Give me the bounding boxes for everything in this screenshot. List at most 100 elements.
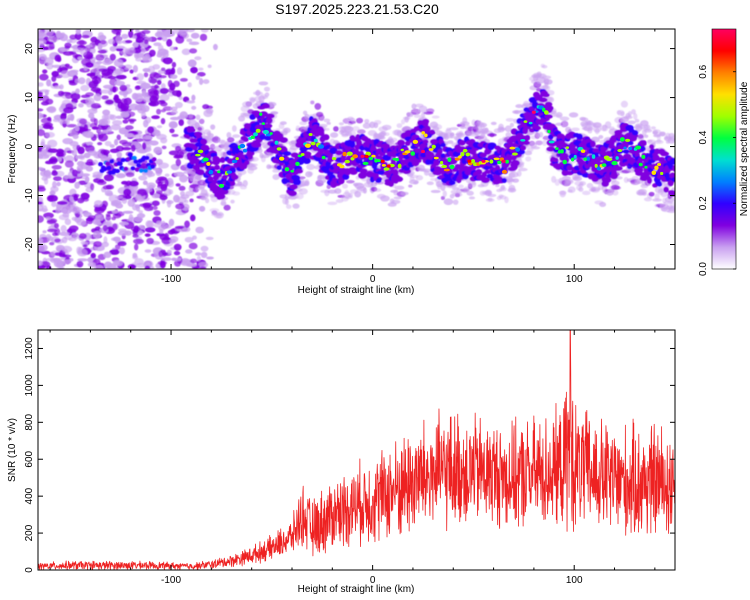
spectrogram-noise-blob — [171, 133, 179, 138]
spectrogram-core-blob — [644, 165, 648, 169]
spectrogram-noise-blob — [160, 117, 166, 125]
spectrogram-noise-blob — [62, 212, 70, 218]
spectrogram-band-blob — [545, 105, 554, 112]
spectrogram-band-blob — [189, 138, 199, 143]
spectrogram-band-blob — [501, 177, 507, 184]
spectrogram-noise-blob — [178, 29, 189, 32]
spectrogram-noise-blob — [117, 241, 127, 247]
spectrogram-noise-blob — [171, 90, 182, 97]
spectrogram-noise-blob — [135, 93, 144, 97]
spectrogram-halo-blob — [304, 179, 310, 186]
spectrogram-noise-blob — [66, 124, 78, 128]
spectrogram-halo-blob — [364, 118, 370, 124]
spectrogram-noise-blob — [121, 147, 132, 151]
spectrogram-noise-blob — [109, 144, 115, 148]
spectrogram-noise-blob — [38, 260, 43, 266]
spectrogram-band-blob — [437, 148, 443, 155]
spectrogram-core-blob — [465, 152, 471, 157]
spectrogram-core-blob — [623, 146, 627, 150]
spectrogram-noise-blob — [108, 194, 119, 203]
spectrogram-core-blob — [226, 170, 233, 174]
spectrogram-noise-blob — [198, 67, 204, 71]
spectrogram-halo-blob — [499, 127, 507, 131]
spectrogram-band-blob — [510, 159, 520, 167]
spectrogram-noise-blob — [87, 150, 98, 156]
spectrogram-noise-blob — [115, 45, 125, 49]
spectrogram-halo-blob — [357, 129, 366, 134]
spectrogram-noise-blob — [76, 260, 84, 268]
spectrogram-halo-blob — [541, 64, 548, 69]
spectrogram-noise-blob — [156, 125, 163, 129]
spectrogram-noise-blob — [124, 125, 134, 130]
spectrogram-halo-blob — [186, 119, 192, 125]
spectrogram-core-blob — [279, 156, 285, 161]
spectrogram-band-blob — [303, 157, 311, 165]
spectrogram-noise-blob — [115, 203, 124, 209]
spectrogram-noise-blob — [166, 200, 174, 205]
spectrogram-halo-blob — [362, 122, 371, 129]
spectrogram-noise-blob — [42, 46, 49, 51]
spectrogram-halo-blob — [432, 124, 443, 130]
spectrogram-noise-blob — [64, 45, 71, 49]
spectrogram-halo-blob — [209, 208, 220, 213]
spectrogram-halo-blob — [323, 118, 331, 123]
spectrogram-core-blob — [447, 157, 452, 163]
spectrogram-noise-blob — [148, 102, 157, 106]
spectrogram-noise-blob — [206, 256, 214, 260]
spectrogram-noise-blob — [203, 109, 213, 118]
spectrogram-noise-blob — [121, 33, 129, 40]
spectrogram-halo-blob — [352, 120, 357, 124]
spectrogram-noise-blob — [86, 72, 96, 77]
spectrogram-core-blob — [601, 163, 607, 167]
spectrogram-noise-blob — [189, 48, 198, 54]
spectrogram-noise-blob — [38, 82, 44, 87]
spectrogram-noise-blob — [85, 61, 94, 68]
spectrogram-noise-blob — [169, 128, 175, 134]
spectrogram-halo-blob — [408, 184, 413, 188]
spectrogram-band-blob — [133, 159, 139, 164]
spectrogram-halo-blob — [250, 163, 258, 167]
spectrogram-noise-blob — [42, 69, 48, 74]
spectrogram-noise-blob — [49, 241, 55, 246]
spectrogram-noise-blob — [128, 214, 134, 222]
spectrogram-noise-blob — [205, 236, 214, 241]
spectrogram-noise-blob — [46, 236, 54, 242]
spectrogram-noise-blob — [200, 29, 209, 33]
spectrogram-band-blob — [282, 151, 292, 156]
spectrogram-noise-blob — [180, 190, 186, 197]
spectrogram-halo-blob — [413, 180, 419, 185]
spectrogram-noise-blob — [112, 212, 122, 219]
spectrogram-core-blob — [547, 129, 551, 134]
spectrogram-halo-blob — [324, 127, 330, 131]
spectrogram-halo-blob — [580, 117, 589, 122]
spectrogram-halo-blob — [223, 204, 231, 211]
spectrogram-noise-blob — [76, 144, 81, 152]
spectrogram-noise-blob — [206, 105, 213, 110]
spectrogram-halo-blob — [346, 179, 355, 184]
spectrogram-noise-blob — [132, 255, 139, 260]
spectrogram-noise-blob — [184, 236, 194, 243]
spectrogram-band-blob — [359, 168, 368, 174]
spectrogram-noise-blob — [38, 38, 47, 46]
spectrogram-noise-blob — [134, 85, 141, 91]
spectrogram-noise-blob — [200, 251, 208, 259]
spectrogram-halo-blob — [342, 183, 348, 189]
spectrogram-halo-blob — [487, 197, 493, 202]
spectrogram-noise-blob — [76, 40, 87, 46]
spectrogram-halo-blob — [307, 171, 314, 176]
spectrogram-core-blob — [562, 159, 568, 165]
spectrogram-band-blob — [523, 140, 530, 146]
spectrogram-noise-blob — [116, 151, 123, 158]
spectrogram-noise-blob — [112, 86, 117, 93]
spectrogram-noise-blob — [160, 109, 166, 113]
spectrogram-band-blob — [546, 146, 556, 152]
spectrogram-halo-blob — [272, 168, 280, 173]
spectrogram-band-blob — [229, 181, 236, 187]
spectrogram-band-blob — [144, 155, 150, 161]
spectrogram-noise-blob — [157, 181, 163, 187]
spectrogram-halo-blob — [627, 120, 636, 125]
spectrogram-noise-blob — [38, 32, 47, 37]
spectrogram-noise-blob — [115, 74, 127, 80]
spectrogram-halo-blob — [284, 198, 290, 206]
spectrogram-noise-blob — [86, 54, 94, 60]
